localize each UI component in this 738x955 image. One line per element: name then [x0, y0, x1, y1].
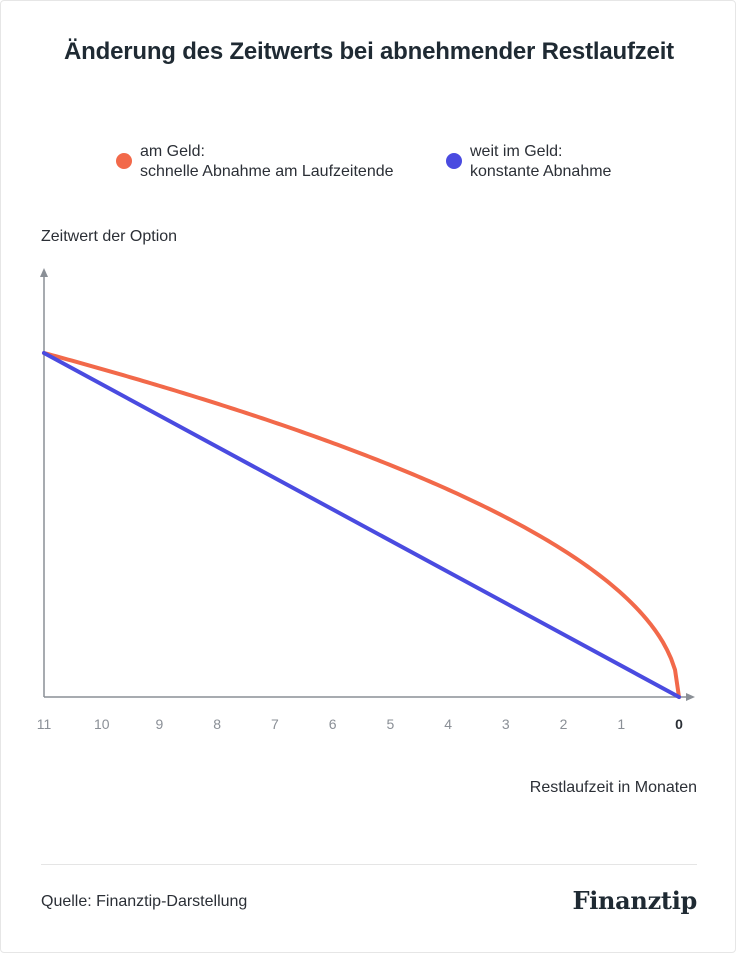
brand-logo: Finanztip	[572, 886, 697, 915]
x-tick-label: 4	[444, 716, 452, 732]
x-tick-label: 6	[329, 716, 337, 732]
legend-marker-am-geld	[116, 153, 132, 169]
chart-series	[42, 351, 681, 699]
legend-label-line1: am Geld:	[140, 143, 205, 160]
x-axis-ticks: 11 10 9 8 7 6 5 4 3 2 1 0	[37, 716, 683, 732]
series-line-am-geld	[42, 351, 681, 699]
legend-label-weit-im-geld: weit im Geld: konstante Abnahme	[470, 142, 738, 182]
chart-axes	[40, 268, 695, 701]
x-tick-label: 7	[271, 716, 279, 732]
x-tick-label: 5	[386, 716, 394, 732]
series-line-weit-im-geld	[42, 351, 681, 699]
x-tick-label: 10	[94, 716, 110, 732]
x-tick-label: 11	[37, 716, 52, 732]
x-tick-label: 0	[675, 716, 683, 732]
legend-label-am-geld: am Geld: schnelle Abnahme am Laufzeitend…	[140, 142, 420, 182]
legend-marker-weit-im-geld	[446, 153, 462, 169]
x-tick-label: 3	[502, 716, 510, 732]
chart-title: Änderung des Zeitwerts bei abnehmender R…	[64, 38, 674, 65]
x-tick-label: 8	[213, 716, 221, 732]
legend-label-line1: weit im Geld:	[470, 143, 563, 160]
x-axis-label: Restlaufzeit in Monaten	[529, 779, 697, 796]
y-axis-arrow-icon	[40, 268, 48, 277]
x-tick-label: 2	[560, 716, 568, 732]
x-tick-label: 1	[617, 716, 625, 732]
y-axis-label: Zeitwert der Option	[41, 228, 178, 245]
line-chart: 11 10 9 8 7 6 5 4 3 2 1 0	[37, 268, 695, 732]
legend-label-line2: schnelle Abnahme am Laufzeitende	[140, 163, 394, 180]
source-note: Quelle: Finanztip-Darstellung	[41, 893, 248, 910]
footer-divider	[41, 864, 697, 865]
x-axis-arrow-icon	[686, 693, 695, 701]
legend-label-line2: konstante Abnahme	[470, 163, 612, 180]
x-tick-label: 9	[156, 716, 164, 732]
